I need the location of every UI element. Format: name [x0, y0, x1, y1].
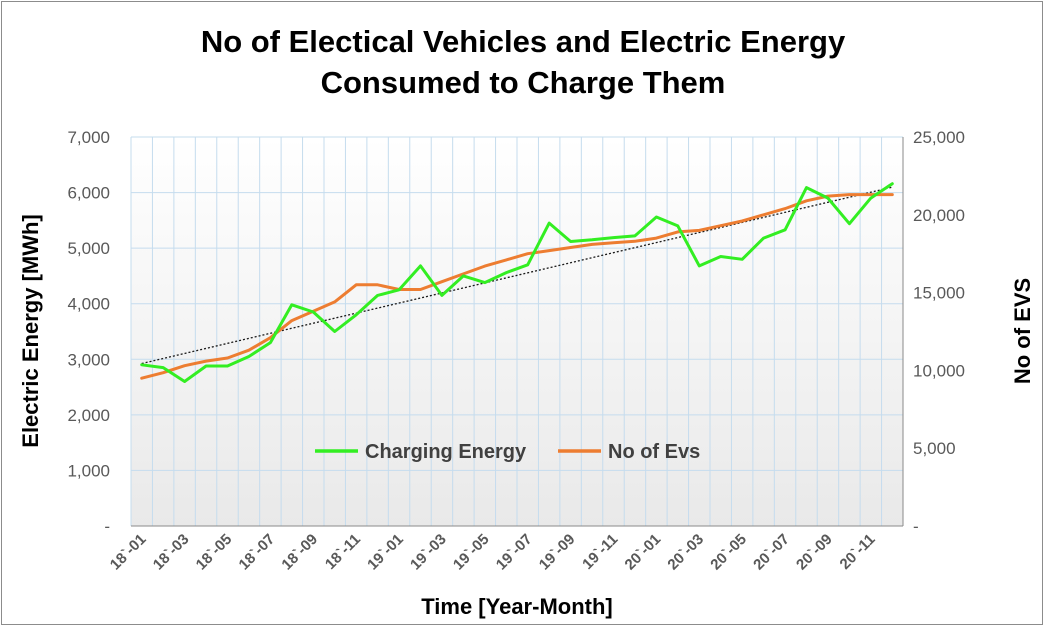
x-tick-label: 19`-03 — [407, 531, 450, 574]
x-tick-label: 19`-09 — [536, 531, 579, 574]
x-tick-label: 19`-05 — [450, 531, 493, 574]
trendline — [141, 186, 893, 365]
y-tick-label: 4,000 — [67, 295, 110, 314]
x-tick-label: 18`-01 — [107, 531, 150, 574]
legend-label-no-of-evs: No of Evs — [608, 441, 700, 463]
series-line-no-of-evs — [140, 193, 894, 380]
y-tick-label: 2,000 — [67, 406, 110, 425]
series-lines — [140, 182, 894, 383]
x-tick-label: 20`-05 — [707, 531, 750, 574]
y-tick-label: - — [104, 517, 110, 536]
y2-tick-label: 20,000 — [913, 206, 965, 225]
chart-title-line-1: No of Electical Vehicles and Electric En… — [201, 24, 846, 59]
x-tick-label: 18`-07 — [236, 531, 279, 574]
chart-title-line-2: Consumed to Charge Them — [321, 65, 726, 100]
y-axis-title: Electric Energy [MWh] — [18, 214, 43, 447]
trendline-charging-energy — [141, 186, 893, 365]
y-tick-label: 1,000 — [67, 461, 110, 480]
y-tick-label: 6,000 — [67, 184, 110, 203]
y2-axis-title: No of EVS — [1010, 278, 1035, 384]
y2-tick-label: 10,000 — [913, 361, 965, 380]
x-tick-label: 18`-03 — [150, 531, 193, 574]
y2-tick-label: 15,000 — [913, 284, 965, 303]
x-axis-ticks: 18`-01 18`-03 18`-05 18`-07 18`-09 18`-11 19`-… — [107, 531, 879, 574]
x-tick-label: 20`-01 — [622, 531, 665, 574]
x-tick-label: 19`-11 — [579, 531, 621, 573]
gridlines — [130, 136, 904, 526]
x-tick-label: 20`-03 — [664, 531, 707, 574]
y2-tick-label: 25,000 — [913, 128, 965, 147]
x-tick-label: 19`-07 — [493, 531, 536, 574]
y-tick-label: 3,000 — [67, 350, 110, 369]
y2-tick-label: 5,000 — [913, 439, 956, 458]
left-axis-ticks: - 1,000 2,000 3,000 4,000 5,000 6,000 7,000 — [67, 128, 110, 536]
y2-tick-label: - — [913, 517, 919, 536]
series-line-charging-energy — [140, 182, 894, 383]
x-tick-label: 18`-05 — [193, 531, 236, 574]
y-tick-label: 7,000 — [67, 128, 110, 147]
legend-label-charging-energy: Charging Energy — [365, 441, 527, 463]
right-axis-ticks: - 5,000 10,000 15,000 20,000 25,000 — [913, 128, 965, 536]
x-tick-label: 20`-11 — [837, 531, 879, 573]
x-tick-label: 18`-09 — [278, 531, 321, 574]
axes — [131, 137, 904, 527]
x-tick-label: 18`-11 — [322, 531, 364, 573]
x-tick-label: 20`-09 — [793, 531, 836, 574]
x-tick-label: 20`-07 — [750, 531, 793, 574]
x-axis-title: Time [Year-Month] — [421, 594, 613, 619]
y-tick-label: 5,000 — [67, 239, 110, 258]
x-tick-label: 19`-01 — [364, 531, 407, 574]
legend: Charging Energy No of Evs — [315, 441, 700, 463]
